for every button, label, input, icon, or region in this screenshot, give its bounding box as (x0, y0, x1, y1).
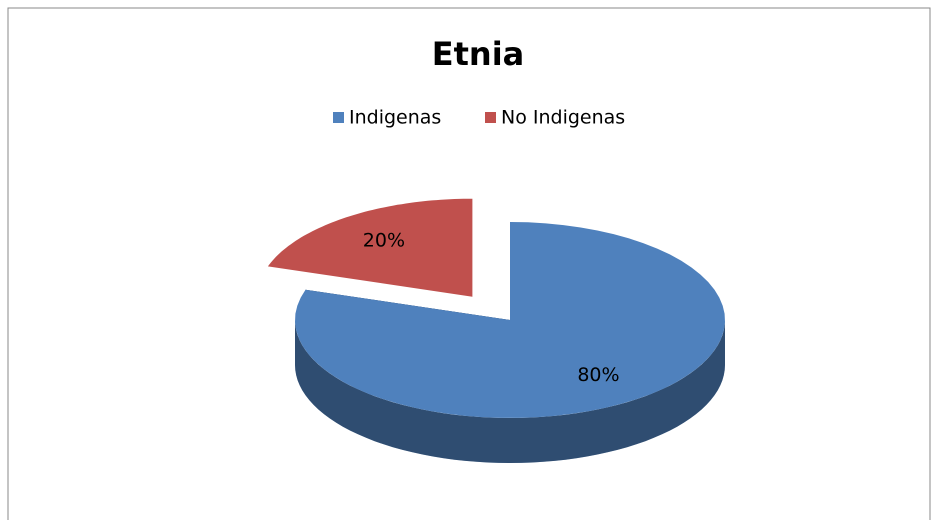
legend-swatch (485, 112, 496, 123)
slice (267, 198, 473, 297)
shade (295, 320, 725, 463)
data-label: 80% (577, 364, 619, 386)
slice-side (295, 320, 725, 463)
legend-swatch (333, 112, 344, 123)
legend-label: No Indigenas (501, 107, 625, 129)
slice (295, 222, 725, 418)
data-label: 20% (363, 230, 405, 252)
legend-label: Indigenas (349, 107, 441, 129)
chart-title: Etnia (432, 35, 525, 73)
